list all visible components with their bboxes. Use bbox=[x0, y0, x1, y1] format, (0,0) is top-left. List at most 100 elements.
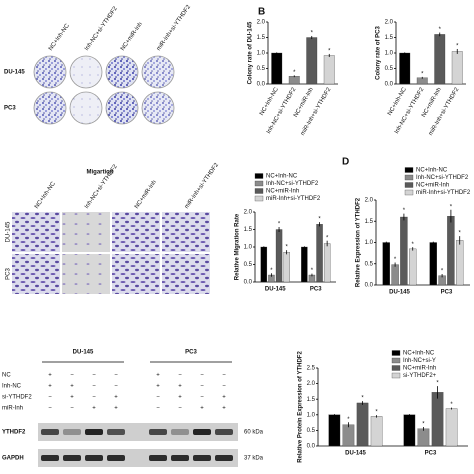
blot-mark: + bbox=[92, 406, 96, 412]
blot-group: DU-145 bbox=[73, 350, 94, 356]
dish bbox=[105, 91, 139, 125]
blot-mark: − bbox=[200, 395, 204, 401]
migration-image bbox=[162, 254, 210, 294]
bar bbox=[356, 402, 369, 447]
bar bbox=[391, 264, 399, 286]
legend-label: NC+Inh-NC bbox=[403, 351, 435, 357]
significance: * bbox=[311, 31, 314, 37]
y-tick-label: 2.0 bbox=[365, 198, 374, 204]
legend-swatch bbox=[254, 188, 264, 194]
blot-mark: − bbox=[48, 395, 52, 401]
bar bbox=[399, 52, 411, 85]
blot-mark: − bbox=[178, 406, 182, 412]
bar bbox=[283, 252, 290, 283]
migration-title: Migartion bbox=[87, 170, 114, 176]
x-tick-label: DU-145 bbox=[265, 287, 286, 293]
blot-mark: + bbox=[70, 384, 74, 390]
panel-label: D bbox=[342, 157, 349, 168]
blot-mark: − bbox=[156, 395, 160, 401]
blot-band bbox=[215, 455, 233, 461]
blot-band bbox=[149, 455, 167, 461]
y-tick-label: 0.0 bbox=[257, 82, 266, 88]
blot-mark: − bbox=[92, 373, 96, 379]
migration-image bbox=[62, 254, 110, 294]
y-tick-label: 1.5 bbox=[307, 397, 316, 403]
legend-swatch bbox=[254, 173, 264, 179]
bar bbox=[429, 242, 437, 286]
significance: * bbox=[375, 410, 378, 416]
legend-label: miR-Inh+si-YTHDF2 bbox=[266, 196, 321, 202]
legend-swatch bbox=[404, 174, 414, 181]
bar bbox=[328, 414, 341, 447]
column-label: NC+miR-Inh bbox=[134, 179, 158, 210]
dish bbox=[33, 91, 67, 125]
y-axis-label: Relative Protein Expression of YTHDF2 bbox=[298, 351, 304, 463]
migration-image bbox=[12, 254, 60, 294]
bar bbox=[447, 215, 455, 286]
x-tick-label: PC3 bbox=[310, 287, 322, 293]
blot-mark: − bbox=[222, 384, 226, 390]
y-tick-label: 0.0 bbox=[385, 82, 394, 88]
legend-label: NC+Inh-NC bbox=[416, 168, 448, 174]
y-tick-label: 1.0 bbox=[385, 51, 394, 57]
legend-swatch bbox=[391, 350, 401, 356]
significance: * bbox=[270, 268, 273, 274]
x-tick-label: PC3 bbox=[441, 290, 453, 296]
legend-swatch bbox=[391, 357, 401, 364]
dish bbox=[141, 91, 175, 125]
significance: * bbox=[326, 235, 329, 241]
legend-label: NC+miR-Inh bbox=[266, 189, 299, 195]
bar bbox=[403, 414, 416, 447]
blot-band bbox=[193, 455, 211, 461]
significance: * bbox=[318, 217, 321, 223]
significance: * bbox=[422, 422, 425, 428]
column-label: NC+Inh-NC bbox=[34, 181, 57, 211]
bar bbox=[275, 229, 283, 283]
blot-mark: − bbox=[70, 373, 74, 379]
row-label: PC3 bbox=[6, 268, 12, 280]
blot-mark: + bbox=[222, 395, 226, 401]
blot-mark: + bbox=[114, 406, 118, 412]
blot-mark: + bbox=[200, 406, 204, 412]
dish bbox=[105, 55, 139, 89]
blot-mark: − bbox=[92, 395, 96, 401]
blot-band bbox=[41, 455, 59, 461]
blot-group: PC3 bbox=[185, 350, 197, 356]
blot-row-label: si-YTHDF2 bbox=[2, 395, 32, 401]
legend-label: NC+Inh-NC bbox=[266, 174, 298, 180]
blot-mark: − bbox=[178, 373, 182, 379]
bar bbox=[271, 52, 283, 85]
y-tick-label: 0.0 bbox=[244, 280, 253, 286]
blot-band bbox=[107, 455, 125, 461]
legend-label: Inh-NC+si-Y bbox=[403, 358, 436, 364]
y-tick-label: 0.0 bbox=[365, 283, 374, 289]
bar bbox=[445, 408, 458, 447]
blot-mark: − bbox=[222, 373, 226, 379]
y-tick-label: 1.5 bbox=[365, 219, 374, 225]
migration-image bbox=[112, 254, 160, 294]
blot-band bbox=[149, 429, 167, 435]
significance: * bbox=[439, 27, 442, 33]
blot-row-label: Inh-NC bbox=[2, 384, 22, 390]
bar bbox=[417, 428, 430, 447]
significance: * bbox=[361, 396, 364, 402]
dish bbox=[33, 55, 67, 89]
y-tick-label: 1.0 bbox=[307, 412, 316, 418]
y-tick-label: 1.5 bbox=[244, 227, 253, 233]
significance: * bbox=[412, 242, 415, 248]
blot-mark: − bbox=[48, 406, 52, 412]
blot-mark: − bbox=[114, 384, 118, 390]
significance: * bbox=[459, 231, 462, 237]
legend-swatch bbox=[391, 372, 401, 379]
blot-row-label: NC bbox=[2, 373, 11, 379]
migration-image bbox=[112, 212, 160, 252]
y-axis-label: Relative Migration Rate bbox=[235, 213, 241, 280]
y-tick-label: 0.0 bbox=[307, 444, 316, 450]
significance: * bbox=[450, 204, 453, 210]
bar bbox=[431, 392, 444, 447]
bar bbox=[456, 240, 464, 286]
blot-band bbox=[193, 429, 211, 435]
blot-mark: + bbox=[222, 406, 226, 412]
blot-band bbox=[85, 429, 103, 435]
